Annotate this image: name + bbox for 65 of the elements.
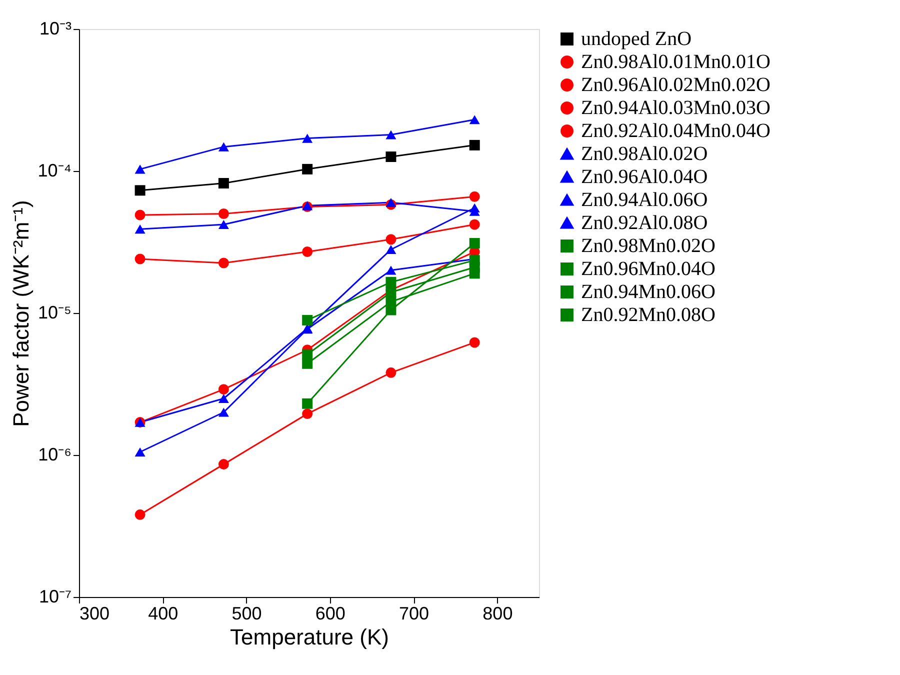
point xyxy=(134,224,146,234)
point xyxy=(218,142,229,152)
point xyxy=(134,447,146,457)
point xyxy=(218,384,229,395)
point xyxy=(218,220,229,230)
x-tick-label: 400 xyxy=(148,604,178,624)
legend-label: Zn0.92Mn0.08O xyxy=(581,304,716,326)
point xyxy=(386,130,396,140)
point xyxy=(302,246,313,257)
point xyxy=(302,134,313,143)
y-tick-label: 10⁻⁶ xyxy=(38,444,72,464)
point xyxy=(469,191,480,202)
x-tick-label: 300 xyxy=(80,604,110,624)
y-tick-label: 10⁻⁷ xyxy=(38,586,72,606)
legend-label: Zn0.96Al0.02Mn0.02O xyxy=(581,74,770,96)
point xyxy=(386,276,396,288)
point xyxy=(302,358,313,369)
point xyxy=(134,210,146,220)
point xyxy=(134,185,146,196)
x-tick-label: 800 xyxy=(482,604,513,624)
point xyxy=(386,152,396,162)
y-tick-label: 10⁻⁵ xyxy=(38,302,72,322)
legend-label: Zn0.96Mn0.04O xyxy=(581,258,716,280)
point xyxy=(386,367,396,378)
point xyxy=(134,254,146,264)
point xyxy=(134,509,146,520)
point xyxy=(386,234,396,245)
legend-label: Zn0.94Mn0.06O xyxy=(581,281,716,303)
point xyxy=(302,408,313,420)
point xyxy=(386,244,396,254)
point xyxy=(302,398,313,409)
point xyxy=(218,258,229,268)
point xyxy=(218,394,229,404)
x-tick-label: 700 xyxy=(399,604,430,624)
y-tick-label: 10⁻³ xyxy=(39,18,72,38)
point xyxy=(469,268,480,279)
x-tick-label: 600 xyxy=(315,604,346,624)
legend-label: Zn0.94Al0.03Mn0.03O xyxy=(581,97,770,119)
point xyxy=(469,238,480,248)
point xyxy=(386,198,396,208)
point xyxy=(218,178,229,188)
legend-label: Zn0.94Al0.06O xyxy=(581,189,708,211)
point xyxy=(302,314,313,326)
y-tick-label: 10⁻⁴ xyxy=(38,160,72,180)
legend-label: Zn0.92Al0.08O xyxy=(581,212,708,234)
legend-label: Zn0.98Al0.01Mn0.01O xyxy=(581,51,770,73)
point xyxy=(386,266,396,275)
point xyxy=(134,164,146,174)
point xyxy=(469,140,480,150)
legend-label: undoped ZnO xyxy=(581,28,692,50)
point xyxy=(469,115,480,124)
x-tick-label: 500 xyxy=(232,604,262,624)
point xyxy=(469,219,480,230)
point xyxy=(218,408,229,417)
y-axis-title: Power factor (WK⁻²m⁻¹) xyxy=(8,200,34,427)
point xyxy=(386,296,396,307)
legend-label: Zn0.98Al0.02O xyxy=(581,143,708,165)
point xyxy=(218,459,229,470)
x-axis-title: Temperature (K) xyxy=(230,624,389,650)
point xyxy=(469,337,480,348)
legend-label: Zn0.98Mn0.02O xyxy=(581,235,716,257)
legend-label: Zn0.92Al0.04Mn0.04O xyxy=(581,120,770,142)
point xyxy=(302,164,313,174)
point xyxy=(218,208,229,219)
legend-label: Zn0.96Al0.04O xyxy=(581,166,708,188)
